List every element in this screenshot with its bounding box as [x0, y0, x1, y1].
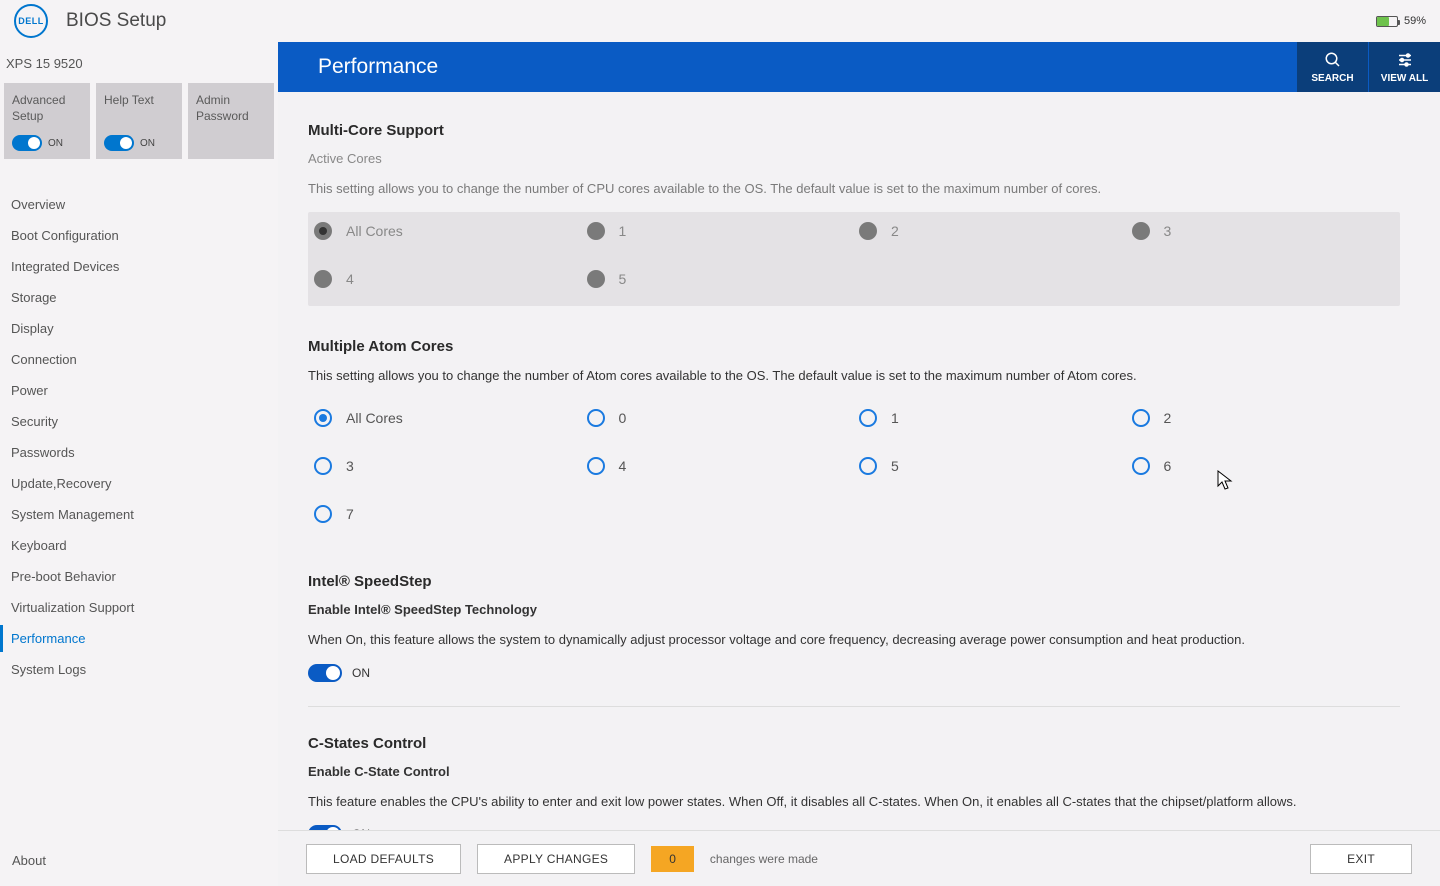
apply-changes-button[interactable]: APPLY CHANGES	[477, 844, 635, 874]
nav-item-passwords[interactable]: Passwords	[0, 439, 278, 466]
exit-button[interactable]: EXIT	[1310, 844, 1412, 874]
nav-list: Overview Boot Configuration Integrated Dev…	[0, 171, 278, 683]
nav-item-update-recovery[interactable]: Update,Recovery	[0, 470, 278, 497]
speedstep-section: Intel® SpeedStep Enable Intel® SpeedStep…	[308, 563, 1400, 681]
dell-logo: DELL	[14, 4, 48, 38]
admin-password-tile[interactable]: Admin Password	[188, 83, 274, 159]
radio-atom-0[interactable]: 0	[587, 409, 850, 427]
advanced-setup-tile[interactable]: Advanced Setup ON	[4, 83, 90, 159]
speedstep-toggle[interactable]	[308, 664, 342, 682]
load-defaults-button[interactable]: LOAD DEFAULTS	[306, 844, 461, 874]
help-text-tile[interactable]: Help Text ON	[96, 83, 182, 159]
battery-indicator: 59%	[1376, 15, 1426, 27]
changes-text: changes were made	[710, 852, 818, 866]
nav-item-security[interactable]: Security	[0, 408, 278, 435]
radio-multicore-5[interactable]: 5	[587, 270, 850, 288]
advanced-setup-toggle[interactable]	[12, 135, 42, 151]
nav-item-system-management[interactable]: System Management	[0, 501, 278, 528]
radio-atom-6[interactable]: 6	[1132, 457, 1395, 475]
top-bar: DELL BIOS Setup 59%	[0, 0, 1440, 42]
multicore-section: Multi-Core Support Active Cores This set…	[308, 112, 1400, 306]
nav-item-boot-configuration[interactable]: Boot Configuration	[0, 222, 278, 249]
nav-item-system-logs[interactable]: System Logs	[0, 656, 278, 683]
about-link[interactable]: About	[12, 853, 46, 868]
cstates-toggle[interactable]	[308, 825, 342, 830]
device-name: XPS 15 9520	[0, 52, 278, 83]
view-all-button[interactable]: VIEW ALL	[1368, 42, 1440, 92]
nav-item-pre-boot-behavior[interactable]: Pre-boot Behavior	[0, 563, 278, 590]
changes-count-badge: 0	[651, 846, 694, 872]
sliders-icon	[1396, 51, 1414, 69]
help-text-toggle[interactable]	[104, 135, 134, 151]
radio-multicore-all-cores[interactable]: All Cores	[314, 222, 577, 240]
radio-atom-all-cores[interactable]: All Cores	[314, 409, 577, 427]
search-button[interactable]: SEARCH	[1296, 42, 1368, 92]
search-icon	[1324, 51, 1342, 69]
nav-item-performance[interactable]: Performance	[0, 625, 278, 652]
radio-multicore-1[interactable]: 1	[587, 222, 850, 240]
battery-percent: 59%	[1404, 15, 1426, 27]
nav-item-integrated-devices[interactable]: Integrated Devices	[0, 253, 278, 280]
nav-item-storage[interactable]: Storage	[0, 284, 278, 311]
footer: LOAD DEFAULTS APPLY CHANGES 0 changes we…	[278, 830, 1440, 886]
page-header: Performance SEARCH VIEW ALL	[278, 42, 1440, 92]
radio-atom-3[interactable]: 3	[314, 457, 577, 475]
nav-item-display[interactable]: Display	[0, 315, 278, 342]
nav-item-power[interactable]: Power	[0, 377, 278, 404]
divider	[308, 706, 1400, 707]
app-title: BIOS Setup	[66, 10, 166, 32]
settings-scroll-area[interactable]: Multi-Core Support Active Cores This set…	[278, 92, 1440, 830]
nav-item-keyboard[interactable]: Keyboard	[0, 532, 278, 559]
radio-atom-4[interactable]: 4	[587, 457, 850, 475]
radio-multicore-3[interactable]: 3	[1132, 222, 1395, 240]
radio-multicore-2[interactable]: 2	[859, 222, 1122, 240]
cstates-section: C-States Control Enable C-State Control …	[308, 725, 1400, 830]
radio-atom-5[interactable]: 5	[859, 457, 1122, 475]
battery-icon	[1376, 16, 1398, 27]
atom-section: Multiple Atom Cores This setting allows …	[308, 328, 1400, 541]
nav-item-virtualization-support[interactable]: Virtualization Support	[0, 594, 278, 621]
sidebar: XPS 15 9520 Advanced Setup ON Help Text …	[0, 42, 278, 886]
nav-item-overview[interactable]: Overview	[0, 191, 278, 218]
nav-item-connection[interactable]: Connection	[0, 346, 278, 373]
radio-atom-1[interactable]: 1	[859, 409, 1122, 427]
page-title: Performance	[318, 55, 438, 79]
radio-atom-2[interactable]: 2	[1132, 409, 1395, 427]
radio-atom-7[interactable]: 7	[314, 505, 577, 523]
radio-multicore-4[interactable]: 4	[314, 270, 577, 288]
